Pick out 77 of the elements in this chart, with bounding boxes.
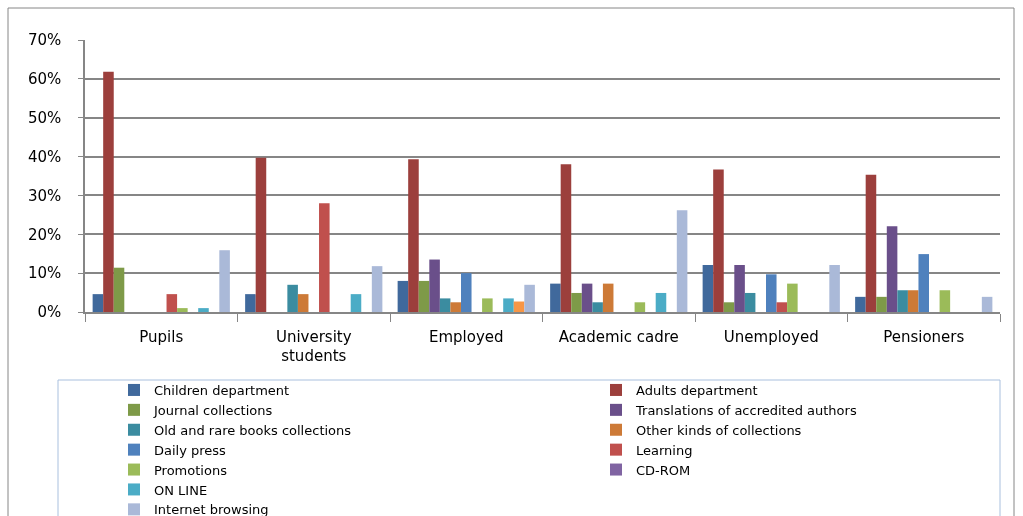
bar	[876, 296, 887, 312]
bar	[550, 283, 561, 312]
bar	[723, 302, 735, 312]
legend-label: Promotions	[154, 462, 228, 478]
bar	[113, 267, 125, 312]
bar	[255, 157, 267, 312]
legend-label: Adults department	[636, 383, 758, 399]
bar	[524, 284, 535, 312]
bar	[907, 290, 919, 312]
bar	[397, 280, 409, 312]
bar	[829, 264, 840, 312]
bar	[897, 290, 908, 312]
bar	[602, 283, 614, 312]
legend-label: Daily press	[154, 442, 227, 458]
bar	[319, 203, 330, 312]
bar	[571, 292, 582, 312]
bar	[198, 308, 209, 312]
bar	[92, 294, 104, 312]
bar	[297, 294, 309, 312]
y-tick-label: 20%	[27, 225, 62, 244]
bar	[865, 174, 877, 312]
bar	[918, 254, 930, 312]
y-tick-label: 70%	[27, 31, 62, 50]
bar	[418, 280, 430, 312]
legend-label: Learning	[636, 442, 693, 458]
legend-label: Old and rare books collections	[154, 422, 352, 438]
x-tick-label: Pensioners	[883, 327, 965, 346]
bar	[245, 294, 256, 312]
x-tick-label: Unemployed	[723, 327, 819, 346]
bar	[713, 169, 724, 312]
bar	[439, 298, 451, 312]
x-tick-label: Pupils	[139, 327, 184, 346]
bar	[981, 296, 993, 312]
legend-label: Children department	[154, 383, 290, 399]
legend-label: CD-ROM	[636, 462, 691, 478]
bar	[350, 294, 362, 312]
x-tick-label: Academic cadre	[558, 327, 679, 346]
bar	[287, 284, 298, 312]
bar	[676, 210, 688, 312]
y-tick-label: 50%	[27, 108, 62, 127]
y-tick-label: 0%	[37, 303, 62, 322]
bar	[702, 264, 714, 312]
bar	[765, 274, 777, 312]
legend-label: Other kinds of collections	[636, 422, 802, 438]
bar	[177, 308, 188, 312]
bar	[513, 301, 525, 312]
bar	[103, 71, 114, 312]
y-tick-label: 30%	[27, 186, 62, 205]
legend-label: Journal collections	[153, 402, 273, 418]
bar	[855, 296, 866, 312]
bar	[581, 283, 593, 312]
bar	[787, 283, 798, 312]
bar	[776, 302, 788, 312]
y-tick-label: 60%	[27, 70, 62, 89]
legend-label: Translations of accredited authors	[635, 402, 857, 418]
legend-label: ON LINE	[154, 482, 208, 498]
y-tick-label: 10%	[27, 264, 62, 283]
bar	[503, 298, 514, 312]
bar	[734, 264, 745, 312]
bar	[939, 290, 951, 312]
bar	[634, 302, 646, 312]
bar	[371, 266, 383, 312]
bar	[408, 159, 419, 312]
bar	[592, 302, 603, 312]
bar	[219, 250, 230, 312]
bar	[450, 302, 461, 312]
bar	[460, 273, 472, 312]
bar	[560, 164, 572, 312]
bar	[429, 259, 440, 312]
bar	[482, 298, 493, 312]
bar	[166, 294, 178, 312]
bar	[886, 226, 898, 312]
bar	[744, 292, 756, 312]
x-tick-label: University students	[275, 327, 352, 366]
x-tick-label: Employed	[428, 327, 504, 346]
y-tick-label: 40%	[27, 147, 62, 166]
bar	[655, 292, 667, 312]
